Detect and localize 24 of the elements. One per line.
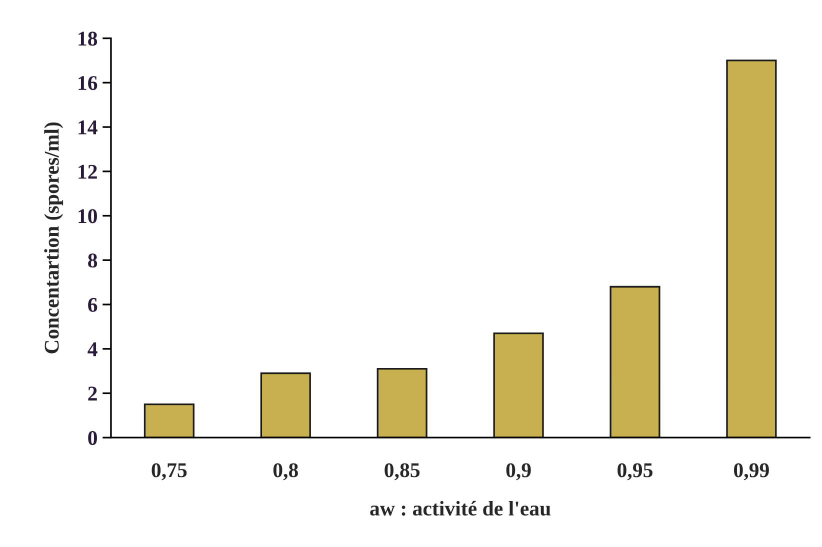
x-axis-title: aw : activité de l'eau: [370, 500, 551, 516]
bar: [726, 60, 777, 438]
y-tick-label: 4: [88, 342, 98, 356]
x-tick-label: 0,85: [384, 463, 420, 480]
y-tick-label: 0: [88, 430, 97, 446]
bar: [260, 372, 311, 438]
y-tick-label: 6: [88, 298, 98, 312]
bar: [493, 332, 544, 438]
bar: [610, 286, 660, 438]
y-tick-label: 12: [78, 164, 97, 179]
x-tick-label: 0,99: [734, 463, 769, 480]
x-tick-label: 0,95: [618, 463, 652, 480]
y-tick-label: 18: [78, 32, 98, 46]
y-tick-label: 10: [78, 209, 97, 224]
x-tick-label: 0,9: [506, 463, 531, 480]
x-tick-label: 0,75: [152, 463, 187, 480]
y-tick-label: 2: [88, 386, 97, 400]
y-tick-label: 14: [78, 120, 98, 134]
y-tick-label: 8: [88, 254, 98, 268]
x-tick-label: 0,8: [273, 463, 298, 480]
bar: [376, 368, 428, 438]
bar: [144, 403, 194, 438]
y-tick-label: 16: [78, 76, 98, 90]
y-axis-title: Concentartion (spores/ml): [44, 122, 64, 354]
